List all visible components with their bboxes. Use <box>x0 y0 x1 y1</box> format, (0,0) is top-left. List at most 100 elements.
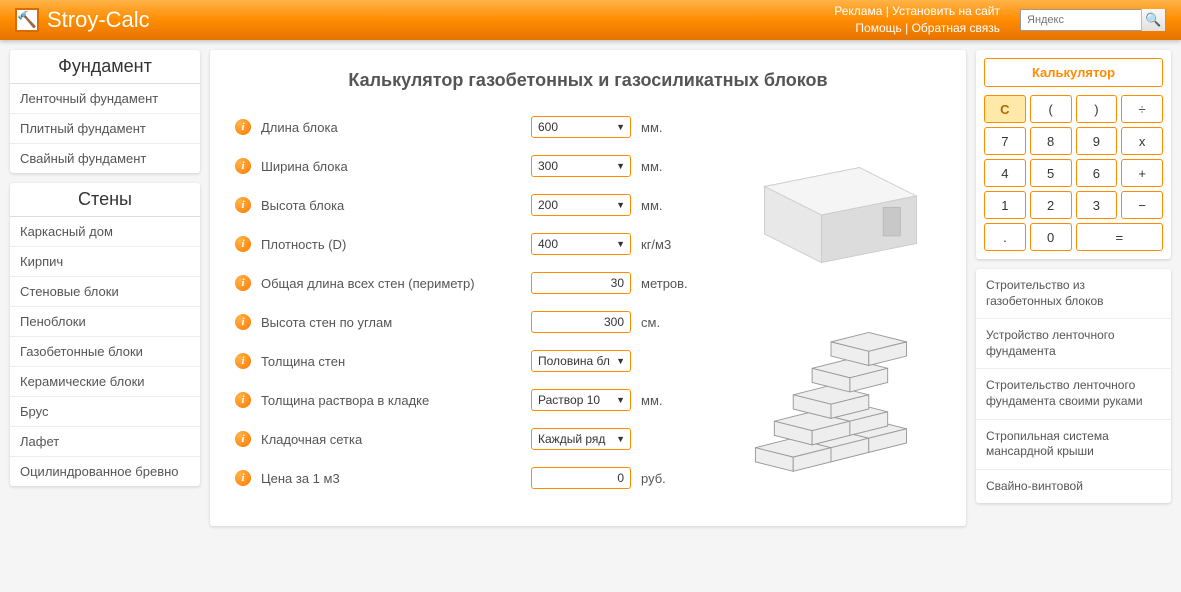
field-input[interactable]: 0 <box>531 467 631 489</box>
field-label: Толщина раствора в кладке <box>261 393 521 408</box>
calculator-title: Калькулятор <box>984 58 1163 87</box>
calc-button-1[interactable]: 1 <box>984 191 1026 219</box>
calc-button-3[interactable]: 3 <box>1076 191 1118 219</box>
field-unit: мм. <box>641 198 701 213</box>
article-link-1[interactable]: Устройство ленточного фундамента <box>976 319 1171 369</box>
sidebar-item-walls-2[interactable]: Стеновые блоки <box>10 277 200 307</box>
calc-button-9[interactable]: 9 <box>1076 127 1118 155</box>
form-row-2: i Высота блока 200 мм. <box>235 194 701 216</box>
calc-button-+[interactable]: + <box>1121 159 1163 187</box>
sidebar-item-foundation-2[interactable]: Свайный фундамент <box>10 144 200 173</box>
calc-button-6[interactable]: 6 <box>1076 159 1118 187</box>
info-icon[interactable]: i <box>235 236 251 252</box>
info-icon[interactable]: i <box>235 275 251 291</box>
calculator-grid: C()÷ 789x 456+123−.0= <box>984 95 1163 251</box>
field-label: Толщина стен <box>261 354 521 369</box>
search-input[interactable] <box>1021 12 1141 28</box>
header: 🔨 Stroy-Calc Реклама | Установить на сай… <box>0 0 1181 40</box>
calc-button-0[interactable]: 0 <box>1030 223 1072 251</box>
field-select[interactable]: Половина бл <box>531 350 631 372</box>
field-input[interactable]: 30 <box>531 272 631 294</box>
calc-button-−[interactable]: − <box>1121 191 1163 219</box>
sidebar-item-walls-6[interactable]: Брус <box>10 397 200 427</box>
article-link-2[interactable]: Строительство ленточного фундамента свои… <box>976 369 1171 419</box>
header-link-help[interactable]: Помощь <box>855 21 901 35</box>
field-label: Цена за 1 м3 <box>261 471 521 486</box>
calc-button-)[interactable]: ) <box>1076 95 1118 123</box>
search-button[interactable]: 🔍 <box>1141 9 1165 31</box>
site-title[interactable]: Stroy-Calc <box>47 7 150 33</box>
field-select[interactable]: Раствор 10 <box>531 389 631 411</box>
form-row-1: iШирина блока300мм. <box>235 155 701 177</box>
sidebar-item-foundation-1[interactable]: Плитный фундамент <box>10 114 200 144</box>
sidebar-item-walls-0[interactable]: Каркасный дом <box>10 217 200 247</box>
field-label: Плотность (D) <box>261 237 521 252</box>
form-row-4: i Общая длина всех стен (периметр) 30 метро… <box>235 272 701 294</box>
field-label: Ширина блока <box>261 159 521 174</box>
sidebar-item-walls-1[interactable]: Кирпич <box>10 247 200 277</box>
field-unit: мм. <box>641 393 701 408</box>
form-row-0: iДлина блока600мм. <box>235 116 701 138</box>
field-unit: руб. <box>641 471 701 486</box>
sidebar-item-walls-8[interactable]: Оцилиндрованное бревно <box>10 457 200 486</box>
field-select[interactable]: Каждый ряд <box>531 428 631 450</box>
info-icon[interactable]: i <box>235 314 251 330</box>
sidebar-item-walls-4[interactable]: Газобетонные блоки <box>10 337 200 367</box>
sidebar-item-walls-7[interactable]: Лафет <box>10 427 200 457</box>
menu-block-foundation: Фундамент Ленточный фундаментПлитный фун… <box>10 50 200 173</box>
header-link-feedback[interactable]: Обратная связь <box>912 21 1000 35</box>
logo-icon: 🔨 <box>15 8 39 32</box>
info-icon[interactable]: i <box>235 197 251 213</box>
field-input[interactable]: 300 <box>531 311 631 333</box>
field-unit: метров. <box>641 276 701 291</box>
calc-button-x[interactable]: x <box>1121 127 1163 155</box>
header-links: Реклама | Установить на сайт Помощь | Об… <box>834 3 1000 37</box>
calc-button-=[interactable]: = <box>1076 223 1164 251</box>
field-select[interactable]: 600 <box>531 116 631 138</box>
info-icon[interactable]: i <box>235 470 251 486</box>
article-link-0[interactable]: Строительство из газобетонных блоков <box>976 269 1171 319</box>
field-label: Высота блока <box>261 198 521 213</box>
calc-button-([interactable]: ( <box>1030 95 1072 123</box>
field-label: Общая длина всех стен (периметр) <box>261 276 521 291</box>
calc-button-÷[interactable]: ÷ <box>1121 95 1163 123</box>
header-link-ads[interactable]: Реклама <box>834 4 882 18</box>
field-select[interactable]: 200 <box>531 194 631 216</box>
calculator-widget: Калькулятор C()÷ 789x 456+123−.0= <box>976 50 1171 259</box>
info-icon[interactable]: i <box>235 119 251 135</box>
sidebar-item-walls-5[interactable]: Керамические блоки <box>10 367 200 397</box>
sidebar-item-foundation-0[interactable]: Ленточный фундамент <box>10 84 200 114</box>
info-icon[interactable]: i <box>235 353 251 369</box>
calc-button-2[interactable]: 2 <box>1030 191 1072 219</box>
form-row-7: i Толщина раствора в кладке Раствор 10 мм. <box>235 389 701 411</box>
header-link-install[interactable]: Установить на сайт <box>892 4 1000 18</box>
right-sidebar: Калькулятор C()÷ 789x 456+123−.0= Строител… <box>976 50 1171 526</box>
calc-button-.[interactable]: . <box>984 223 1026 251</box>
sidebar-item-walls-3[interactable]: Пеноблоки <box>10 307 200 337</box>
illustrations <box>721 116 941 506</box>
form-row-5: i Высота стен по углам 300 см. <box>235 311 701 333</box>
calc-button-4[interactable]: 4 <box>984 159 1026 187</box>
left-sidebar: Фундамент Ленточный фундаментПлитный фун… <box>10 50 200 526</box>
calc-button-8[interactable]: 8 <box>1030 127 1072 155</box>
menu-title-walls: Стены <box>10 183 200 217</box>
info-icon[interactable]: i <box>235 392 251 408</box>
field-label: Высота стен по углам <box>261 315 521 330</box>
form-row-6: i Толщина стен Половина бл <box>235 350 701 372</box>
form-row-9: i Цена за 1 м3 0 руб. <box>235 467 701 489</box>
article-link-4[interactable]: Свайно-винтовой <box>976 470 1171 504</box>
field-select[interactable]: 400 <box>531 233 631 255</box>
search-icon: 🔍 <box>1145 12 1161 28</box>
search-box: 🔍 <box>1020 9 1166 31</box>
main-content: Калькулятор газобетонных и газосиликатны… <box>210 50 966 526</box>
calc-button-5[interactable]: 5 <box>1030 159 1072 187</box>
calc-button-C[interactable]: C <box>984 95 1026 123</box>
info-icon[interactable]: i <box>235 431 251 447</box>
form-row-8: iКладочная сеткаКаждый ряд <box>235 428 701 450</box>
page-title: Калькулятор газобетонных и газосиликатны… <box>235 70 941 91</box>
field-select[interactable]: 300 <box>531 155 631 177</box>
field-unit: см. <box>641 315 701 330</box>
article-link-3[interactable]: Стропильная система мансардной крыши <box>976 420 1171 470</box>
calc-button-7[interactable]: 7 <box>984 127 1026 155</box>
info-icon[interactable]: i <box>235 158 251 174</box>
